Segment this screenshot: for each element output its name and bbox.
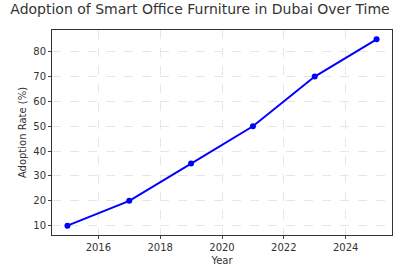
svg-text:2016: 2016 [86, 242, 111, 253]
svg-text:80: 80 [33, 46, 46, 57]
svg-text:2024: 2024 [333, 242, 358, 253]
svg-text:30: 30 [33, 170, 46, 181]
svg-text:20: 20 [33, 195, 46, 206]
svg-text:60: 60 [33, 96, 46, 107]
svg-text:2018: 2018 [147, 242, 172, 253]
svg-text:Year: Year [210, 255, 233, 266]
svg-text:40: 40 [33, 146, 46, 157]
svg-text:2020: 2020 [209, 242, 234, 253]
svg-text:2022: 2022 [271, 242, 296, 253]
svg-text:50: 50 [33, 121, 46, 132]
svg-text:10: 10 [33, 220, 46, 231]
svg-text:Adoption Rate (%): Adoption Rate (%) [17, 87, 28, 178]
svg-text:70: 70 [33, 71, 46, 82]
svg-text:Adoption of Smart Office Furni: Adoption of Smart Office Furniture in Du… [10, 1, 389, 17]
